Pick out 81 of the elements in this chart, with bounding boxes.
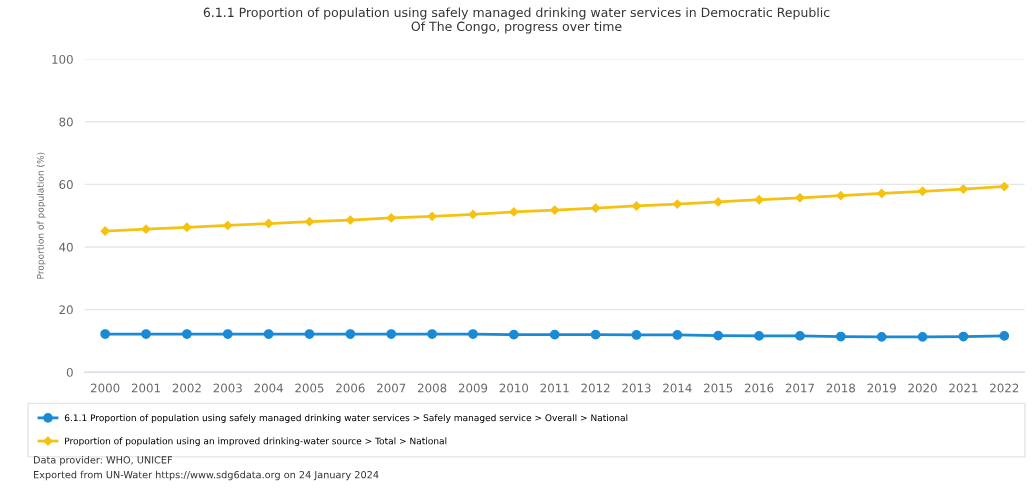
point <box>958 331 969 342</box>
x-tick-label: 2013 <box>622 383 651 393</box>
point <box>304 217 315 227</box>
point <box>222 329 233 339</box>
x-tick-label: 2008 <box>417 383 447 393</box>
point <box>877 188 887 199</box>
point <box>386 213 396 223</box>
y-tick-label: 0 <box>66 367 73 377</box>
point <box>264 218 274 229</box>
x-tick-label: 2006 <box>336 383 365 393</box>
x-tick-label: 2004 <box>254 383 283 393</box>
point <box>141 329 151 339</box>
point <box>631 330 642 340</box>
x-tick-label: 2022 <box>990 383 1019 393</box>
legend-label: 6.1.1 Proportion of population using safely managed drinking water services > Safely managed service > Overall > National <box>64 414 628 423</box>
x-tick-label: 2009 <box>458 383 488 393</box>
point <box>427 211 437 221</box>
point <box>345 329 356 339</box>
x-tick-label: 2017 <box>785 383 814 393</box>
point <box>795 193 805 203</box>
x-tick-label: 2007 <box>377 383 406 393</box>
chart-title: 6.1.1 Proportion of population using safely managed drinking water services in Democratic Republic Of The Congo, progress over time <box>203 7 830 34</box>
point <box>835 331 846 342</box>
point <box>223 220 233 231</box>
x-tick-label: 2021 <box>949 383 978 393</box>
point <box>958 184 969 194</box>
point <box>345 215 355 225</box>
x-tick-label: 2001 <box>131 383 160 393</box>
point <box>509 207 519 217</box>
x-tick-label: 2005 <box>295 383 324 393</box>
point <box>754 331 764 341</box>
y-tick-label: 40 <box>59 242 73 252</box>
x-tick-label: 2003 <box>213 383 242 393</box>
point <box>917 331 928 342</box>
x-tick-label: 2016 <box>744 383 774 393</box>
y-tick-label: 80 <box>59 117 73 127</box>
y-tick-label: 20 <box>59 305 73 315</box>
point <box>386 329 397 339</box>
x-tick-label: 2015 <box>704 383 733 393</box>
point <box>100 226 110 236</box>
point <box>550 205 560 215</box>
point <box>549 329 560 340</box>
point <box>917 186 928 196</box>
legend-label: Proportion of population using an improved drinking-water source > Total > National <box>65 437 447 447</box>
point <box>876 331 887 342</box>
point <box>999 181 1009 192</box>
point <box>713 197 723 207</box>
x-tick-label: 2018 <box>826 383 856 393</box>
text: Data provider: WHO, UNICEF <box>34 456 173 466</box>
y-tick-label: 60 <box>59 180 73 190</box>
point <box>182 329 192 339</box>
x-tick-label: 2002 <box>172 383 201 393</box>
point <box>508 329 519 340</box>
x-tick-label: 2000 <box>90 383 120 393</box>
point <box>590 329 601 340</box>
point <box>672 199 682 209</box>
x-tick-label: 2010 <box>499 383 529 393</box>
x-tick-label: 2011 <box>540 383 569 393</box>
point <box>999 331 1010 341</box>
point <box>713 330 724 341</box>
point <box>795 331 805 341</box>
point <box>182 222 192 232</box>
point <box>141 224 151 234</box>
x-tick-label: 2012 <box>581 383 610 393</box>
point <box>100 329 111 339</box>
x-tick-label: 2014 <box>663 383 692 393</box>
point <box>590 203 601 213</box>
text: Exported from UN-Water https://www.sdg6data.org on 24 January 2024 <box>34 470 379 481</box>
y-axis-title: Proportion of population (%) <box>36 152 46 279</box>
x-tick-label: 2020 <box>908 383 937 393</box>
point <box>631 201 642 211</box>
x-tick-label: 2019 <box>867 383 896 393</box>
point <box>468 209 478 220</box>
y-tick-label: 100 <box>52 54 73 64</box>
point <box>836 191 846 201</box>
point <box>672 330 683 340</box>
point <box>304 329 315 339</box>
point <box>427 329 437 339</box>
point <box>468 329 478 339</box>
point <box>263 329 274 339</box>
point <box>754 195 764 205</box>
